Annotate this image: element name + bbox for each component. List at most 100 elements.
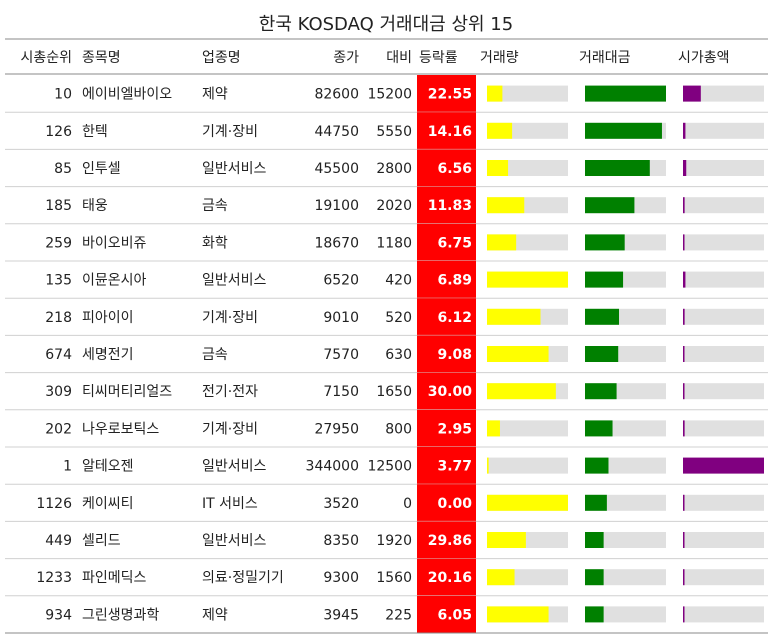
cell-sector: 기계·장비	[202, 421, 258, 437]
volume-bar	[487, 383, 556, 400]
mcap-bar-track	[683, 383, 764, 400]
cell-close: 6520	[323, 273, 359, 289]
volume-bar	[487, 85, 503, 102]
cell-change: 1920	[376, 533, 412, 549]
cell-change: 12500	[367, 459, 412, 475]
mcap-bar	[683, 420, 685, 437]
cell-change: 15200	[367, 87, 412, 103]
volume-bar	[487, 346, 549, 362]
value-bar	[585, 160, 650, 176]
value-bar	[585, 494, 607, 511]
cell-sector: 기계·장비	[202, 124, 258, 140]
column-header: 시가총액	[678, 50, 730, 66]
cell-name: 파인메딕스	[82, 570, 147, 586]
cell-rank: 202	[45, 421, 72, 437]
cell-sector: 기계·장비	[202, 310, 258, 326]
cell-name: 세명전기	[82, 347, 134, 363]
rate-cell-bg	[417, 558, 476, 596]
cell-sector: 제약	[202, 607, 228, 623]
rate-cell-bg	[417, 447, 476, 485]
cell-rank: 1233	[36, 570, 72, 586]
value-bar	[585, 346, 619, 362]
cell-name: 피아이이	[82, 310, 134, 326]
cell-name: 태웅	[82, 198, 108, 214]
cell-rate: 2.95	[437, 421, 472, 437]
cell-close: 7150	[323, 384, 359, 400]
mcap-bar-track	[683, 494, 764, 511]
mcap-bar	[683, 308, 685, 325]
cell-rate: 6.05	[437, 607, 472, 623]
cell-rate: 20.16	[428, 570, 472, 586]
mcap-bar-track	[683, 308, 764, 325]
value-bar	[585, 606, 604, 623]
cell-rank: 185	[45, 198, 72, 214]
cell-change: 420	[385, 273, 412, 289]
value-bar	[585, 532, 604, 548]
cell-rank: 10	[54, 87, 72, 103]
cell-close: 3945	[323, 607, 359, 623]
cell-change: 630	[385, 347, 412, 363]
cell-close: 27950	[314, 421, 359, 437]
table-title: 한국 KOSDAQ 거래대금 상위 15	[259, 14, 513, 35]
cell-rate: 29.86	[428, 533, 472, 549]
volume-bar	[487, 308, 541, 325]
cell-name: 케이씨티	[82, 496, 134, 512]
mcap-bar-track	[683, 197, 764, 214]
mcap-bar	[683, 122, 686, 139]
column-header: 대비	[386, 50, 412, 66]
column-header: 등락률	[419, 50, 458, 66]
cell-name: 이뮨온시아	[82, 273, 147, 289]
cell-rate: 30.00	[428, 384, 473, 400]
cell-rate: 0.00	[437, 496, 472, 512]
cell-close: 8350	[323, 533, 359, 549]
cell-rank: 449	[45, 533, 72, 549]
mcap-bar	[683, 569, 685, 586]
cell-rate: 11.83	[428, 198, 472, 214]
cell-sector: 전기·전자	[202, 384, 258, 400]
volume-bar	[487, 234, 517, 251]
mcap-bar-track	[683, 606, 764, 623]
rate-cell-bg	[417, 595, 476, 633]
cell-close: 44750	[314, 124, 359, 140]
volume-bar	[487, 457, 489, 474]
rate-cell-bg	[417, 261, 476, 299]
column-header: 거래량	[480, 50, 519, 66]
value-bar	[585, 234, 625, 251]
value-bar	[585, 122, 662, 139]
cell-change: 5550	[376, 124, 412, 140]
column-header: 시총순위	[20, 50, 72, 66]
cell-rank: 126	[45, 124, 72, 140]
mcap-bar-track	[683, 160, 764, 176]
mcap-bar-track	[683, 420, 764, 437]
mcap-bar	[683, 234, 685, 251]
rate-cell-bg	[417, 186, 476, 224]
volume-bar	[487, 606, 549, 623]
cell-change: 0	[403, 496, 412, 512]
value-bar-track	[585, 569, 666, 586]
cell-close: 18670	[314, 235, 359, 251]
column-header: 종목명	[82, 50, 121, 66]
cell-rate: 6.56	[437, 161, 472, 177]
mcap-bar	[683, 197, 685, 214]
cell-rank: 674	[45, 347, 72, 363]
cell-close: 82600	[314, 87, 359, 103]
cell-sector: 화학	[202, 235, 228, 251]
rate-cell-bg	[417, 298, 476, 336]
mcap-bar-track	[683, 569, 764, 586]
volume-bar	[487, 122, 513, 139]
rate-cell-bg	[417, 112, 476, 150]
cell-rank: 135	[45, 273, 72, 289]
mcap-bar	[683, 346, 685, 362]
rate-cell-bg	[417, 484, 476, 522]
mcap-bar-track	[683, 271, 764, 288]
cell-close: 9300	[323, 570, 359, 586]
cell-change: 520	[385, 310, 412, 326]
cell-sector: 금속	[202, 347, 228, 363]
volume-bar-track	[487, 85, 568, 102]
volume-bar	[487, 271, 568, 288]
rate-cell-bg	[417, 223, 476, 261]
cell-rank: 259	[45, 235, 72, 251]
cell-name: 한텍	[82, 124, 108, 140]
cell-rate: 14.16	[428, 124, 472, 140]
